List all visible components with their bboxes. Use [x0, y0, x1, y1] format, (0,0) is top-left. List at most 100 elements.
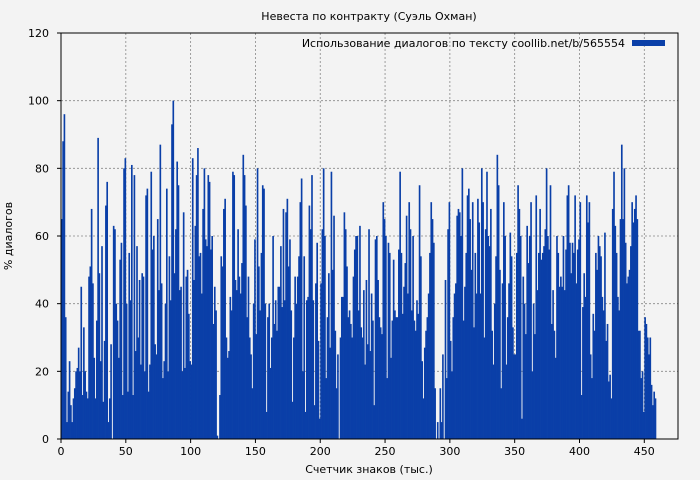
bar	[588, 202, 591, 439]
bar	[606, 323, 609, 439]
bar	[648, 354, 650, 439]
bar	[210, 249, 212, 439]
bar	[303, 256, 306, 439]
bar	[413, 320, 416, 439]
bar	[99, 361, 102, 439]
bar	[430, 202, 433, 439]
bar	[145, 195, 147, 439]
legend: Использование диалогов по тексту coollib…	[302, 37, 665, 50]
bar	[560, 276, 562, 439]
bar	[592, 313, 595, 439]
bar	[164, 303, 167, 439]
bar	[75, 371, 77, 439]
bar	[233, 175, 236, 439]
bar	[448, 202, 451, 439]
bar	[618, 310, 621, 439]
bar	[128, 252, 131, 439]
bar	[255, 334, 258, 439]
bar	[70, 405, 72, 439]
bar	[317, 340, 320, 439]
bar	[325, 378, 328, 439]
bar	[445, 378, 448, 439]
bar	[615, 252, 618, 439]
bar	[488, 246, 491, 439]
bar	[579, 202, 582, 439]
bar	[414, 330, 417, 439]
bar	[591, 378, 593, 439]
bar	[493, 303, 496, 439]
bar	[73, 388, 76, 439]
bar	[321, 229, 324, 439]
bar	[575, 283, 578, 439]
bar	[274, 300, 277, 439]
bar	[475, 293, 478, 439]
bar	[140, 364, 142, 439]
bar	[631, 202, 633, 439]
bar	[127, 391, 129, 439]
bar	[425, 330, 427, 439]
bar	[409, 229, 412, 439]
bar	[391, 320, 394, 439]
bar	[232, 171, 234, 439]
bar	[322, 168, 325, 440]
bar	[194, 225, 197, 439]
bar	[94, 398, 97, 439]
bar	[264, 303, 267, 439]
bar	[160, 283, 163, 439]
bar	[623, 168, 626, 440]
bar	[619, 219, 622, 439]
bar	[195, 175, 198, 439]
bar	[130, 164, 133, 439]
bar	[549, 185, 552, 439]
bar	[116, 320, 119, 439]
bar	[115, 303, 118, 439]
bar	[61, 219, 63, 439]
bar	[523, 303, 526, 439]
bar	[400, 252, 403, 439]
bar	[137, 337, 140, 439]
bar	[138, 279, 141, 439]
bar	[611, 208, 614, 439]
bar	[110, 344, 112, 439]
bar	[410, 310, 413, 439]
bar	[106, 181, 109, 439]
bar	[281, 307, 284, 439]
bar	[470, 269, 473, 439]
bar	[477, 198, 479, 439]
bar	[613, 171, 615, 439]
bar	[250, 354, 252, 439]
y-tick-label: 20	[35, 365, 49, 378]
bar	[311, 175, 313, 439]
bar	[600, 256, 602, 439]
bar	[340, 296, 343, 439]
bar	[369, 351, 372, 439]
bar	[628, 269, 631, 439]
bar	[396, 317, 399, 439]
bar	[313, 405, 316, 439]
bar	[474, 252, 477, 439]
bar	[63, 114, 66, 439]
bar	[517, 185, 519, 439]
bar	[237, 229, 239, 439]
bar	[285, 212, 287, 439]
bar	[527, 263, 530, 439]
bar	[124, 158, 127, 439]
bar	[650, 384, 653, 439]
bar	[158, 290, 160, 439]
bar	[181, 371, 184, 439]
x-tick-label: 0	[58, 445, 65, 458]
bar	[256, 168, 259, 440]
bar	[180, 286, 182, 439]
bar	[521, 418, 523, 439]
bar	[234, 279, 237, 439]
bar	[207, 175, 210, 439]
y-tick-label: 80	[35, 162, 49, 175]
bar	[200, 293, 203, 439]
bar	[79, 371, 81, 439]
bar	[93, 357, 96, 439]
bar	[633, 208, 636, 439]
bar	[294, 276, 296, 439]
bar	[530, 202, 532, 439]
bar	[416, 300, 418, 439]
bar	[433, 242, 435, 439]
